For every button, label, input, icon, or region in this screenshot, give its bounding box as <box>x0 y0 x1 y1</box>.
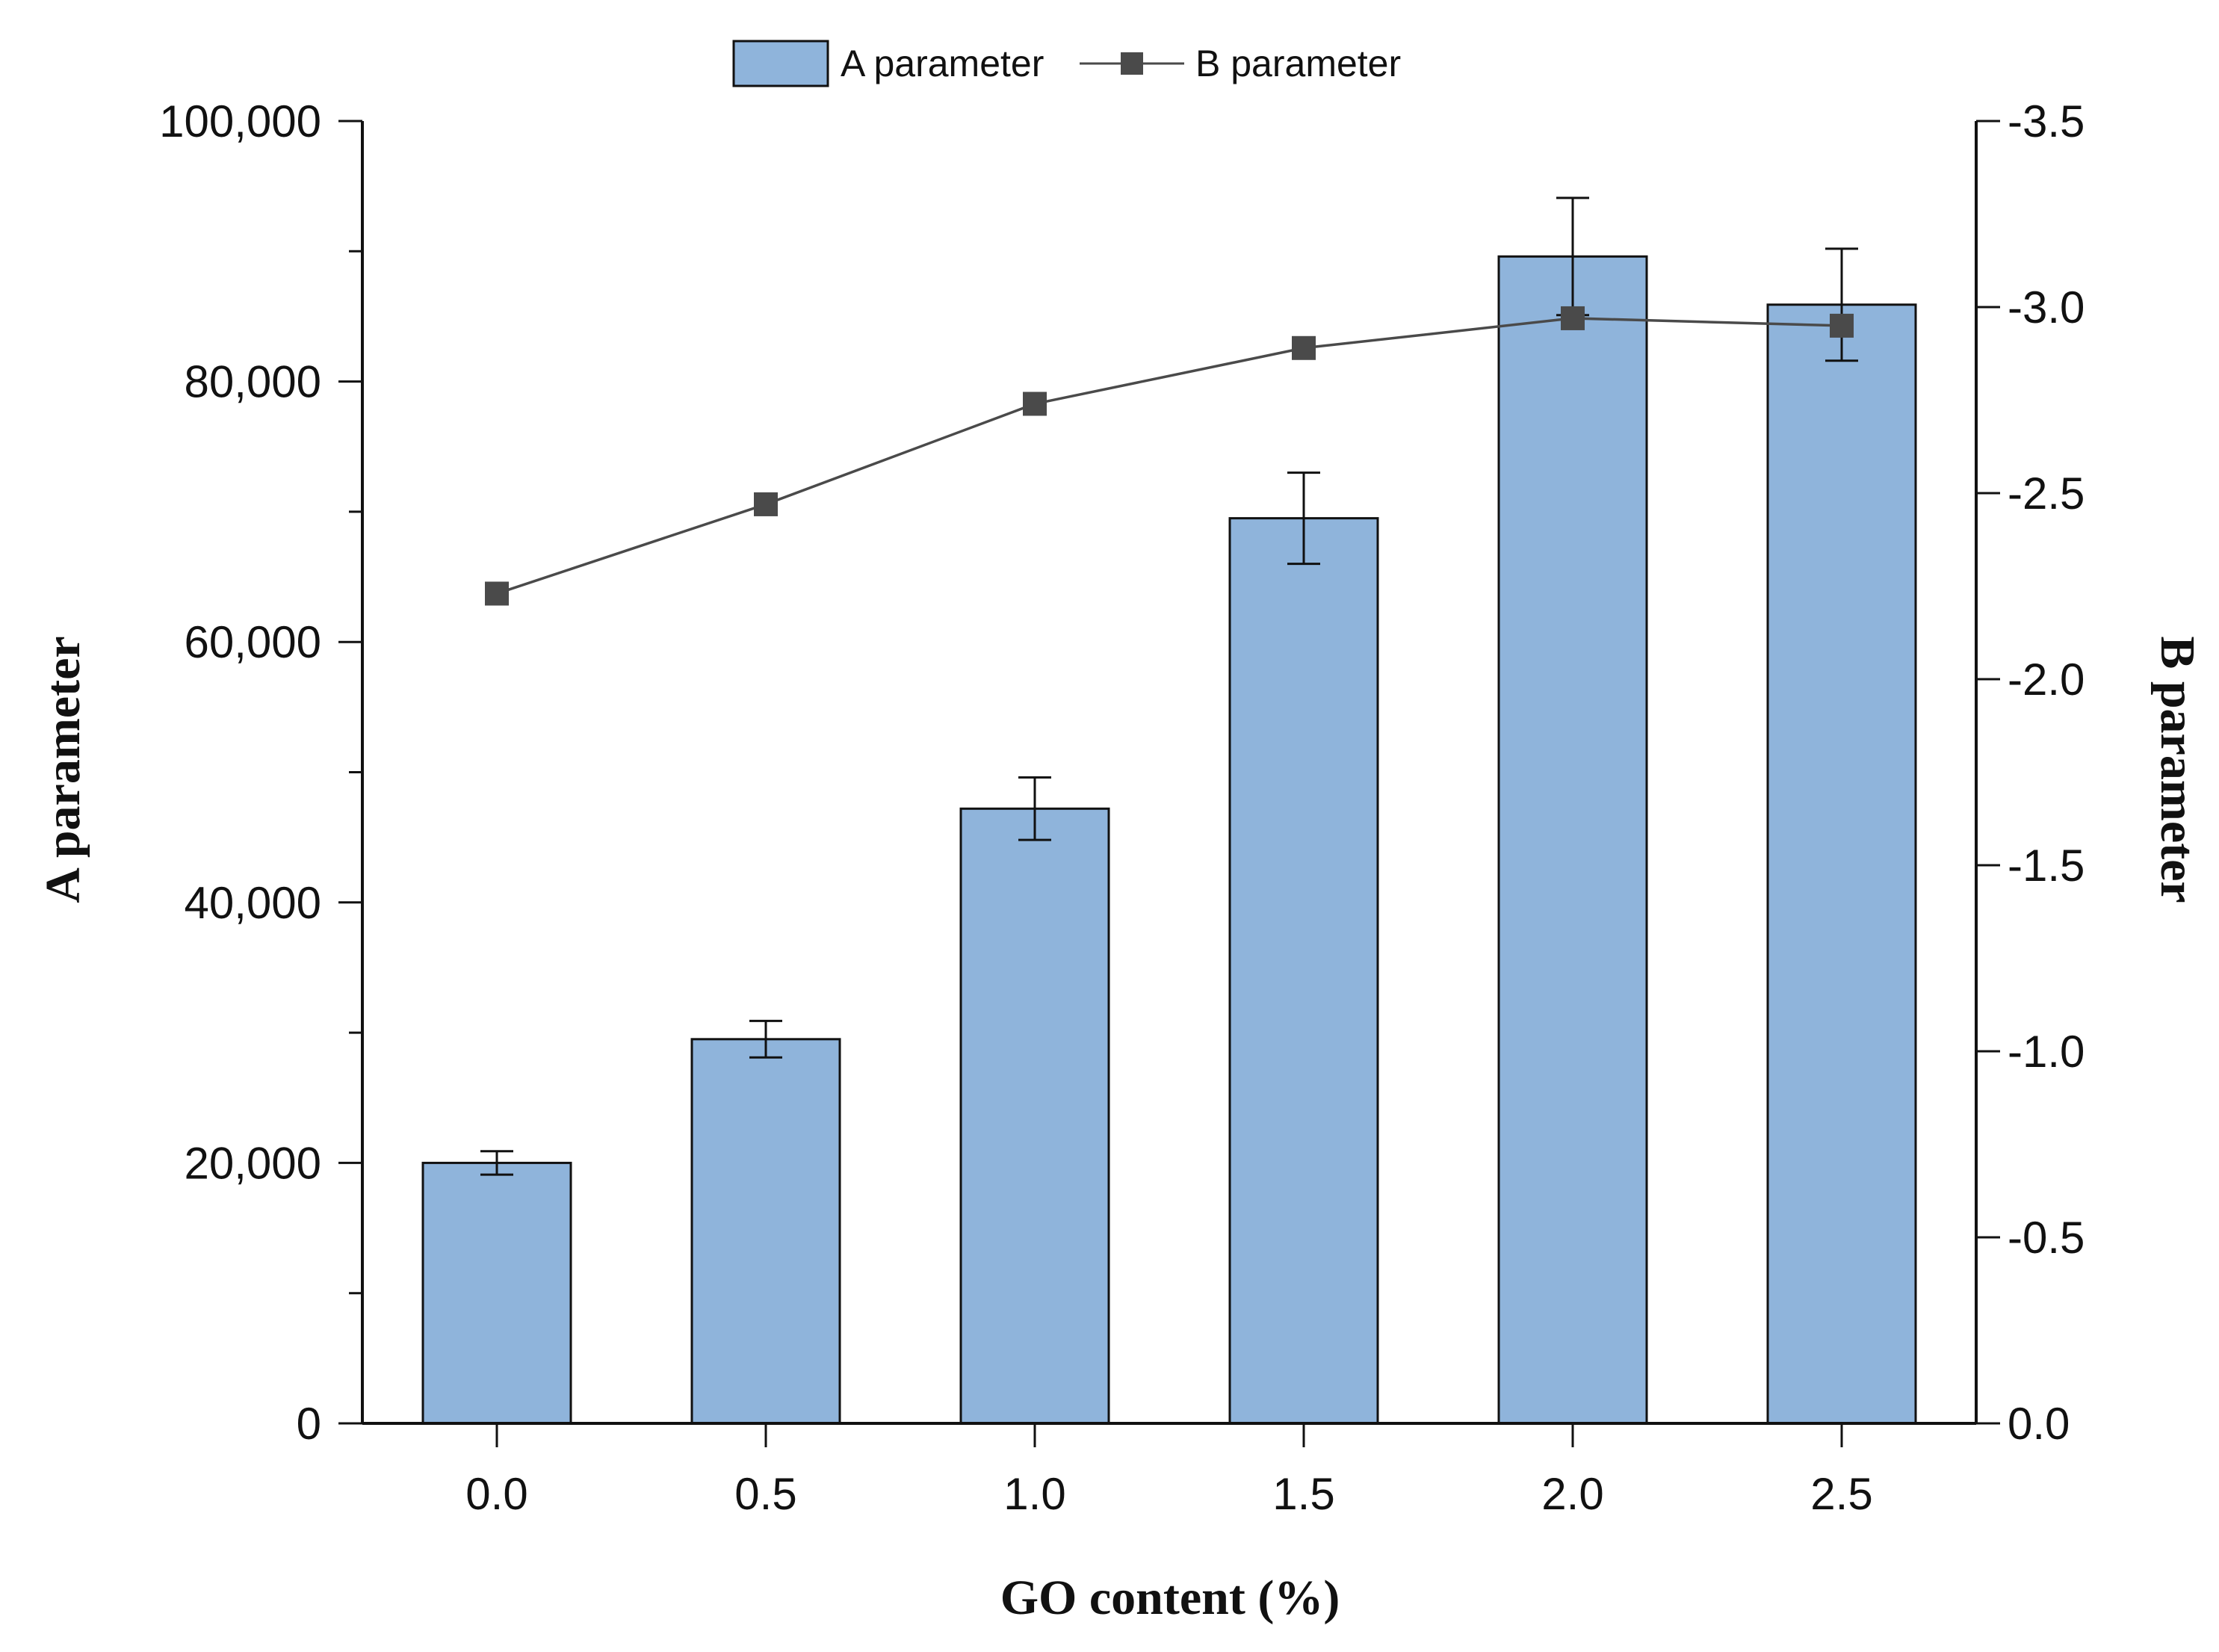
legend-bar-label: A parameter <box>841 43 1044 84</box>
x-tick-label: 0.5 <box>734 1469 796 1519</box>
y2-axis-title: B parameter <box>2150 636 2205 903</box>
x-tick-label: 2.0 <box>1541 1469 1603 1519</box>
x-axis-title: GO content (%) <box>1000 1571 1340 1625</box>
legend-bar-swatch <box>732 40 829 87</box>
legend: A parameter B parameter <box>732 40 1401 87</box>
bars-layer <box>421 255 1917 1425</box>
x-tick-label: 1.0 <box>1003 1469 1065 1519</box>
line-layer <box>485 306 1854 606</box>
y-tick-label: 20,000 <box>184 1138 321 1188</box>
errorbars-layer <box>480 197 1858 1176</box>
y-tick-label: 0 <box>297 1399 321 1449</box>
b-marker-1.0 <box>1023 392 1047 416</box>
legend-line-marker <box>1121 52 1143 75</box>
b-marker-2.0 <box>1561 306 1585 330</box>
y-tick-label: 100,000 <box>159 96 321 146</box>
b-marker-0.0 <box>485 581 509 606</box>
x-tick-label: 1.5 <box>1272 1469 1334 1519</box>
ticks-layer: 0 20,000 40,000 60,000 80,000 100,000 0.0 -0.5 -… <box>159 96 2085 1519</box>
b-marker-2.5 <box>1830 313 1854 338</box>
x-tick-label: 2.5 <box>1810 1469 1872 1519</box>
bar-0.0 <box>421 1161 572 1425</box>
y2-tick-label: -1.0 <box>2008 1027 2085 1077</box>
y2-tick-label: -3.5 <box>2008 96 2085 146</box>
y2-tick-label: -2.0 <box>2008 655 2085 705</box>
y2-tick-label: -0.5 <box>2008 1213 2085 1263</box>
y-tick-label: 80,000 <box>184 357 321 407</box>
y-axis-title: A parameter <box>36 636 90 903</box>
bar-2.5 <box>1766 303 1917 1425</box>
y2-tick-label: -3.0 <box>2008 282 2085 332</box>
b-marker-1.5 <box>1292 335 1316 360</box>
y2-tick-label: 0.0 <box>2008 1399 2070 1449</box>
bar-0.5 <box>690 1038 841 1425</box>
y-tick-label: 40,000 <box>184 878 321 928</box>
y2-tick-label: -2.5 <box>2008 468 2085 519</box>
y2-tick-label: -1.5 <box>2008 841 2085 891</box>
bar-1.5 <box>1228 517 1379 1425</box>
b-parameter-line <box>496 317 1842 595</box>
bar-2.0 <box>1497 255 1648 1425</box>
axes-layer <box>361 121 1978 1425</box>
x-tick-label: 0.0 <box>465 1469 527 1519</box>
bar-1.0 <box>959 807 1110 1425</box>
b-marker-0.5 <box>754 492 778 516</box>
legend-line-label: B parameter <box>1195 43 1401 84</box>
y-tick-label: 60,000 <box>184 617 321 667</box>
